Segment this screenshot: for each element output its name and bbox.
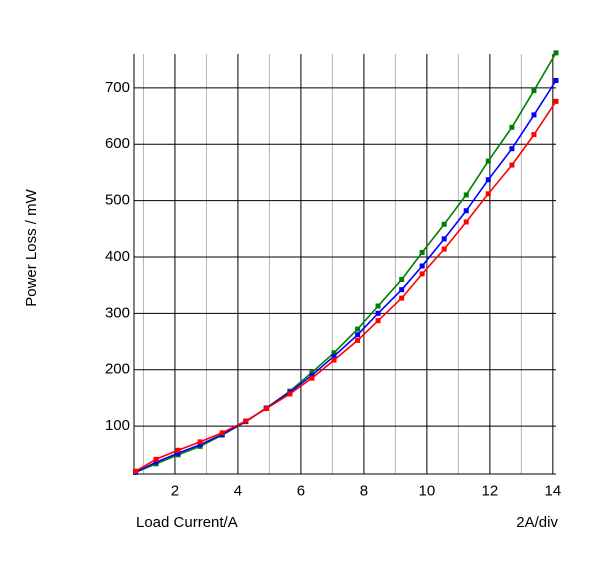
data-point [399, 295, 405, 301]
series-line [135, 100, 557, 472]
data-point [197, 439, 203, 445]
minor-grid [142, 54, 522, 474]
data-point [355, 326, 361, 332]
data-point [441, 246, 447, 252]
data-point [375, 310, 381, 316]
y-tick-label: 500 [105, 192, 130, 209]
data-point [509, 124, 515, 130]
data-point [399, 277, 405, 283]
data-point [153, 459, 159, 465]
x-tick-label: 2 [171, 482, 179, 499]
data-point [331, 357, 337, 363]
data-point [553, 77, 559, 83]
data-point [153, 456, 159, 462]
data-point [531, 112, 537, 118]
data-point [355, 332, 361, 338]
y-tick-label: 300 [105, 304, 130, 321]
x-tick-label: 8 [360, 482, 368, 499]
y-tick-label: 100 [105, 417, 130, 434]
data-point [531, 132, 537, 138]
series-2 [133, 77, 559, 475]
data-point [287, 391, 293, 397]
data-point [485, 191, 491, 197]
y-tick-label: 400 [105, 248, 130, 265]
data-point [355, 337, 361, 343]
y-tick-label: 200 [105, 361, 130, 378]
series-3 [133, 98, 559, 474]
major-grid [134, 54, 556, 474]
x-tick-label: 10 [419, 482, 436, 499]
data-point [553, 98, 559, 104]
data-point [175, 450, 181, 456]
x-tick-labels: 2 4 6 8 10 12 14 [171, 482, 561, 499]
data-point [509, 162, 515, 168]
data-point [263, 406, 269, 412]
data-point [219, 430, 225, 436]
x-axis-title: Load Current/A [136, 514, 238, 531]
data-point [441, 236, 447, 242]
data-point [463, 192, 469, 198]
data-point [419, 263, 425, 269]
data-point [375, 318, 381, 324]
x-tick-label: 12 [482, 482, 499, 499]
data-point [375, 303, 381, 309]
x-tick-label: 14 [545, 482, 562, 499]
data-point [331, 350, 337, 356]
data-point [485, 177, 491, 183]
series-1 [133, 50, 559, 475]
data-point [309, 372, 315, 378]
y-tick-label: 600 [105, 135, 130, 152]
y-axis-title: Power Loss / mW [23, 188, 40, 306]
data-point [399, 287, 405, 293]
data-point [441, 221, 447, 227]
data-point [419, 249, 425, 255]
data-point [485, 158, 491, 164]
data-point [463, 219, 469, 225]
data-point [175, 447, 181, 453]
x-tick-label: 6 [297, 482, 305, 499]
data-point [309, 375, 315, 381]
series-line [135, 52, 557, 474]
data-point [133, 468, 139, 474]
scale-note: 2A/div [516, 514, 558, 531]
y-tick-labels: 100 200 300 400 500 600 700 [105, 79, 130, 434]
data-point [243, 418, 249, 424]
data-point [419, 271, 425, 277]
data-point [509, 146, 515, 152]
x-tick-label: 4 [234, 482, 242, 499]
data-point [531, 88, 537, 94]
data-point [197, 442, 203, 448]
data-point [463, 208, 469, 214]
data-point [553, 50, 559, 56]
y-tick-label: 700 [105, 79, 130, 96]
data-point [309, 370, 315, 376]
series-layer [133, 50, 559, 475]
plot-frame [133, 54, 556, 475]
data-point [331, 353, 337, 359]
series-line [135, 80, 557, 474]
